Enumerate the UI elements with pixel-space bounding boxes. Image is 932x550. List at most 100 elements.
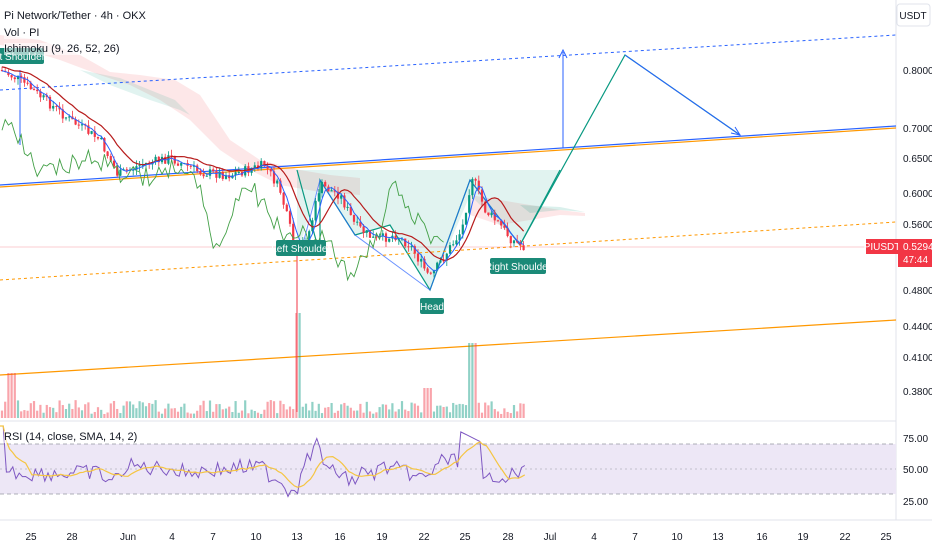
head-label[interactable]: Head bbox=[420, 298, 444, 314]
candle-body bbox=[420, 258, 423, 262]
time-label: 28 bbox=[502, 532, 514, 543]
candle-body bbox=[468, 195, 471, 213]
candle-body bbox=[429, 272, 432, 274]
rsi-legend[interactable]: RSI (14, close, SMA, 14, 2) bbox=[4, 431, 138, 443]
candle-body bbox=[423, 258, 426, 269]
volume-bar bbox=[212, 411, 215, 418]
volume-bar bbox=[432, 411, 436, 418]
volume-bar bbox=[487, 405, 490, 418]
volume-bar bbox=[442, 406, 445, 418]
volume-bar bbox=[426, 388, 429, 418]
volume-bar bbox=[458, 403, 461, 418]
volume-bar bbox=[461, 404, 464, 418]
volume-bar bbox=[55, 412, 58, 418]
volume-bar bbox=[45, 404, 48, 418]
candle-body bbox=[474, 178, 477, 181]
time-label: 13 bbox=[291, 532, 303, 543]
volume-bar bbox=[183, 403, 186, 418]
volume-bar bbox=[340, 404, 343, 418]
price-axis[interactable]: USDT 0.8000 0.7000 0.6500 0.6000 0.5600 … bbox=[864, 3, 932, 398]
volume-bar bbox=[231, 412, 234, 418]
candle-body bbox=[180, 163, 183, 166]
volume-bar bbox=[32, 401, 36, 418]
candle-body bbox=[93, 131, 96, 137]
volume-bar bbox=[407, 411, 410, 418]
ichimoku-legend[interactable]: Ichimoku (9, 26, 52, 26) bbox=[4, 43, 120, 55]
volume-bar bbox=[503, 408, 506, 418]
candle-body bbox=[125, 169, 128, 171]
volume-bar bbox=[266, 401, 269, 418]
volume-bar bbox=[218, 404, 221, 418]
trendline-orange-lower[interactable] bbox=[0, 319, 897, 376]
volume-legend[interactable]: Vol · PI bbox=[4, 27, 40, 39]
candle-body bbox=[311, 220, 314, 232]
time-axis[interactable]: 25 28 Jun 4 7 10 13 16 19 22 25 28 Jul 4 7 10 13 16 19 22 25 bbox=[25, 532, 892, 543]
symbol-title[interactable]: Pi Network/Tether · 4h · OKX bbox=[4, 10, 146, 22]
candle-body bbox=[436, 262, 439, 271]
candle-body bbox=[109, 156, 112, 161]
volume-bar bbox=[74, 400, 77, 418]
candle-body bbox=[455, 240, 458, 245]
candle-body bbox=[272, 171, 276, 184]
volume-bar bbox=[324, 407, 327, 418]
main-pane[interactable] bbox=[0, 0, 896, 420]
candle-body bbox=[42, 95, 45, 98]
volume-bar bbox=[135, 408, 138, 418]
candle-body bbox=[112, 160, 116, 167]
volume-bar bbox=[71, 408, 74, 418]
candle-body bbox=[135, 166, 138, 170]
volume-bar bbox=[413, 403, 416, 418]
trendline-blue-upper[interactable] bbox=[0, 125, 897, 186]
volume-bar bbox=[0, 410, 4, 418]
volume-bar bbox=[375, 412, 378, 418]
price-tick: 0.5600 bbox=[903, 220, 932, 231]
candle-body bbox=[452, 244, 455, 246]
candle-body bbox=[192, 165, 196, 167]
current-price: 0.5294 bbox=[903, 242, 932, 253]
rsi-line bbox=[0, 425, 526, 498]
price-tick: 0.7000 bbox=[903, 124, 932, 135]
price-tick: 0.6000 bbox=[903, 189, 932, 200]
candle-body bbox=[506, 227, 509, 237]
volume-bar bbox=[199, 405, 202, 418]
time-label: 28 bbox=[66, 532, 78, 543]
candle-body bbox=[29, 82, 32, 90]
candle-body bbox=[13, 77, 16, 80]
volume-bar bbox=[391, 403, 394, 418]
symbol-badge bbox=[866, 239, 898, 254]
volume-bar bbox=[372, 413, 375, 418]
candle-body bbox=[199, 171, 202, 175]
trendline-orange-upper[interactable] bbox=[0, 127, 897, 188]
candle-body bbox=[509, 236, 512, 244]
right-shoulder-label[interactable]: Right Shoulder bbox=[485, 258, 552, 274]
projection-arrow[interactable] bbox=[624, 54, 741, 136]
volume-bar bbox=[84, 404, 87, 418]
volume-bar bbox=[400, 401, 404, 418]
candle-body bbox=[282, 192, 285, 205]
volume-bar bbox=[474, 343, 477, 418]
volume-bar bbox=[490, 401, 493, 418]
candle-body bbox=[263, 161, 266, 167]
time-label: 10 bbox=[671, 532, 683, 543]
time-label: 4 bbox=[169, 532, 175, 543]
currency-button[interactable] bbox=[896, 3, 931, 27]
volume-bar bbox=[39, 404, 42, 418]
candle-body bbox=[362, 226, 365, 233]
left-shoulder-label[interactable]: Left Shoulder bbox=[271, 240, 331, 256]
volume-bar bbox=[202, 400, 205, 418]
candle-body bbox=[68, 116, 71, 118]
volume-bar bbox=[484, 402, 487, 418]
volume-bar bbox=[452, 402, 455, 418]
rsi-axis[interactable]: 75.00 50.00 25.00 bbox=[903, 434, 928, 508]
volume-bar bbox=[448, 412, 452, 418]
time-label: 10 bbox=[250, 532, 262, 543]
candle-body bbox=[23, 77, 26, 83]
candle-body bbox=[260, 161, 263, 168]
time-label: 19 bbox=[797, 532, 809, 543]
candle-body bbox=[74, 119, 77, 125]
volume-bar bbox=[109, 403, 112, 418]
volume-bar bbox=[205, 411, 208, 418]
candle-body bbox=[80, 124, 84, 126]
volume-bar bbox=[304, 403, 308, 418]
